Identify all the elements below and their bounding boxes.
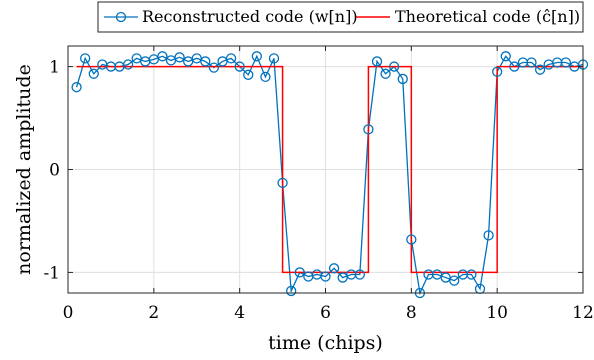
x-tick-label: 8 [406,303,417,323]
grid [68,46,583,293]
data-point-reconstructed [286,285,297,297]
plot-series [71,51,589,299]
x-tick-label: 0 [63,303,74,323]
y-tick-label: 0 [49,161,60,181]
x-tick-label: 2 [148,303,159,323]
x-tick-label: 6 [320,303,331,323]
data-point-reconstructed [234,61,245,72]
data-point-reconstructed [71,82,82,93]
y-axis-label: normalized amplitude [13,64,35,275]
data-point-reconstructed [483,230,494,241]
data-point-reconstructed [492,66,503,77]
data-point-reconstructed [260,71,271,83]
data-point-reconstructed [380,68,391,79]
data-point-reconstructed [371,56,383,67]
x-axis-label: time (chips) [268,332,383,354]
x-tick-label: 4 [234,303,245,323]
data-point-reconstructed [251,51,262,62]
data-point-reconstructed [80,53,91,64]
data-point-reconstructed [526,57,537,68]
data-point-reconstructed [406,234,417,245]
data-point-reconstructed [243,69,254,80]
data-point-reconstructed [500,51,511,62]
data-point-reconstructed [268,53,280,64]
data-point-reconstructed [88,68,99,79]
y-tick-label: -1 [43,263,60,283]
data-point-reconstructed [466,269,477,280]
data-point-reconstructed [225,53,237,64]
y-tick-label: 1 [49,58,60,78]
x-tick-label: 12 [572,303,594,323]
data-point-reconstructed [200,56,211,67]
legend-marker-reconstructed [115,11,127,23]
series-line-reconstructed [75,54,584,296]
data-point-reconstructed [208,62,220,73]
data-point-reconstructed [397,73,408,85]
data-point-reconstructed [122,59,134,70]
data-point-reconstructed [534,64,546,75]
data-point-reconstructed [328,263,340,274]
data-point-reconstructed [389,61,400,72]
data-point-reconstructed [174,52,185,63]
data-point-reconstructed [354,269,365,280]
legend: Reconstructed code (w[n]) Theoretical co… [97,1,584,33]
legend-box [97,1,584,33]
data-point-reconstructed [157,51,168,62]
data-point-reconstructed [320,271,331,282]
data-point-reconstructed [560,57,571,68]
x-tick-label: 10 [486,303,508,323]
data-point-reconstructed [363,124,374,135]
legend-label-reconstructed: Reconstructed code (w[n]) [142,7,358,26]
data-point-reconstructed [277,177,288,189]
data-point-reconstructed [294,267,305,278]
data-point-reconstructed [449,275,460,286]
legend-label-theoretical: Theoretical code (ĉ[n]) [395,7,580,26]
axes-ticks: 0 2 4 6 8 10 12-101 [43,46,594,323]
data-point-reconstructed [509,61,520,72]
